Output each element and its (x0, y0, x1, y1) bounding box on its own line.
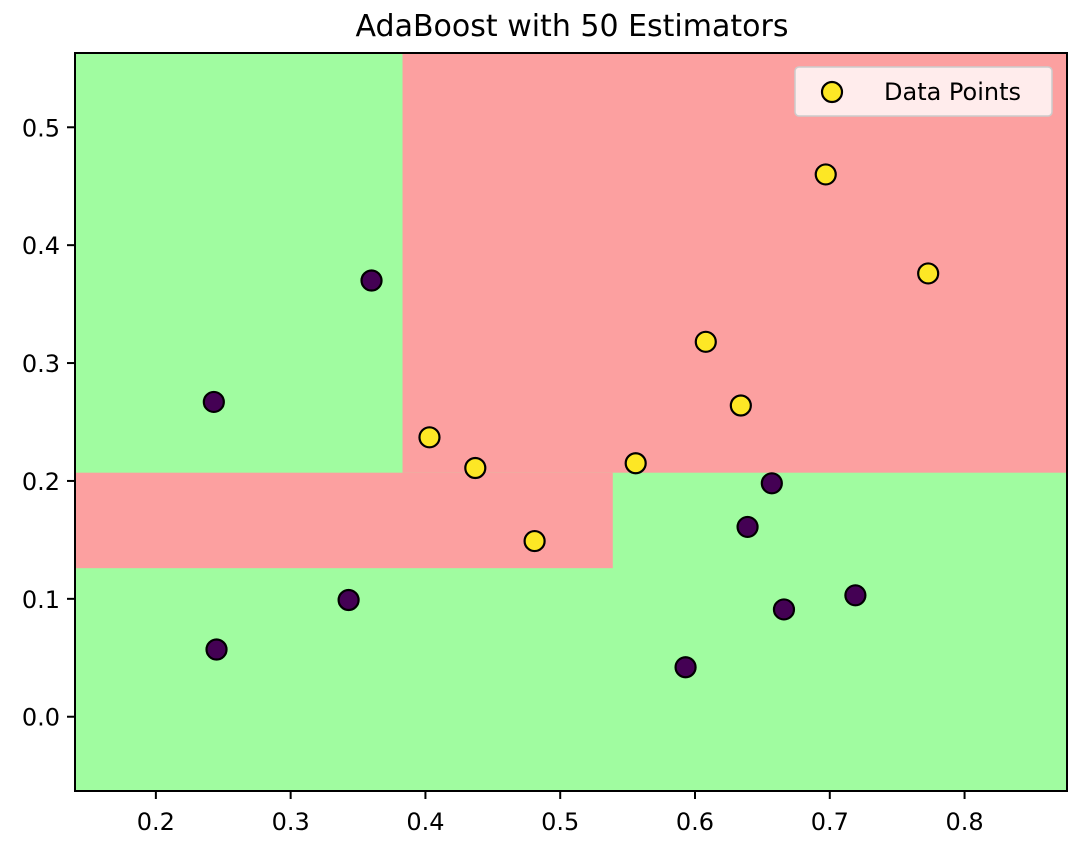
y-tick-label: 0.3 (22, 350, 60, 378)
data-point (694, 330, 717, 353)
x-tick-label: 0.8 (945, 808, 983, 836)
decision-regions (75, 53, 1067, 791)
data-point (337, 588, 360, 612)
y-tick-label: 0.2 (22, 468, 60, 496)
data-point (844, 584, 867, 607)
x-axis-ticks: 0.2 0.3 0.4 0.5 0.6 0.7 0.8 (137, 791, 984, 836)
legend-box (794, 66, 1053, 117)
data-point (917, 262, 940, 285)
data-point (418, 426, 441, 449)
y-tick-label: 0.1 (22, 586, 60, 614)
data-point (523, 529, 546, 553)
x-tick-label: 0.5 (541, 808, 579, 836)
data-points (202, 163, 940, 679)
y-axis-ticks: 0.0 0.1 0.2 0.3 0.4 0.5 (22, 114, 75, 732)
chart-title: AdaBoost with 50 Estimators (356, 9, 789, 44)
x-tick-label: 0.6 (676, 808, 714, 836)
legend: Data Points (794, 66, 1053, 117)
data-point (464, 456, 487, 480)
data-point (205, 638, 228, 661)
x-tick-label: 0.7 (811, 808, 849, 836)
plot-frame (74, 52, 1068, 792)
data-point (736, 515, 759, 539)
legend-label: Data Points (884, 78, 1021, 106)
y-tick-label: 0.0 (22, 704, 60, 732)
data-point (674, 656, 697, 679)
data-point (624, 452, 647, 475)
y-tick-label: 0.4 (22, 232, 60, 260)
y-tick-label: 0.5 (22, 114, 60, 142)
x-tick-label: 0.4 (406, 808, 444, 836)
data-point (814, 163, 837, 186)
data-point (760, 472, 783, 495)
data-point (729, 394, 752, 417)
x-tick-label: 0.2 (137, 808, 175, 836)
data-point (360, 269, 383, 292)
decision-region-1 (75, 472, 613, 569)
data-point (202, 390, 225, 414)
x-tick-label: 0.3 (272, 808, 310, 836)
legend-marker (820, 80, 844, 104)
data-point (772, 598, 796, 621)
